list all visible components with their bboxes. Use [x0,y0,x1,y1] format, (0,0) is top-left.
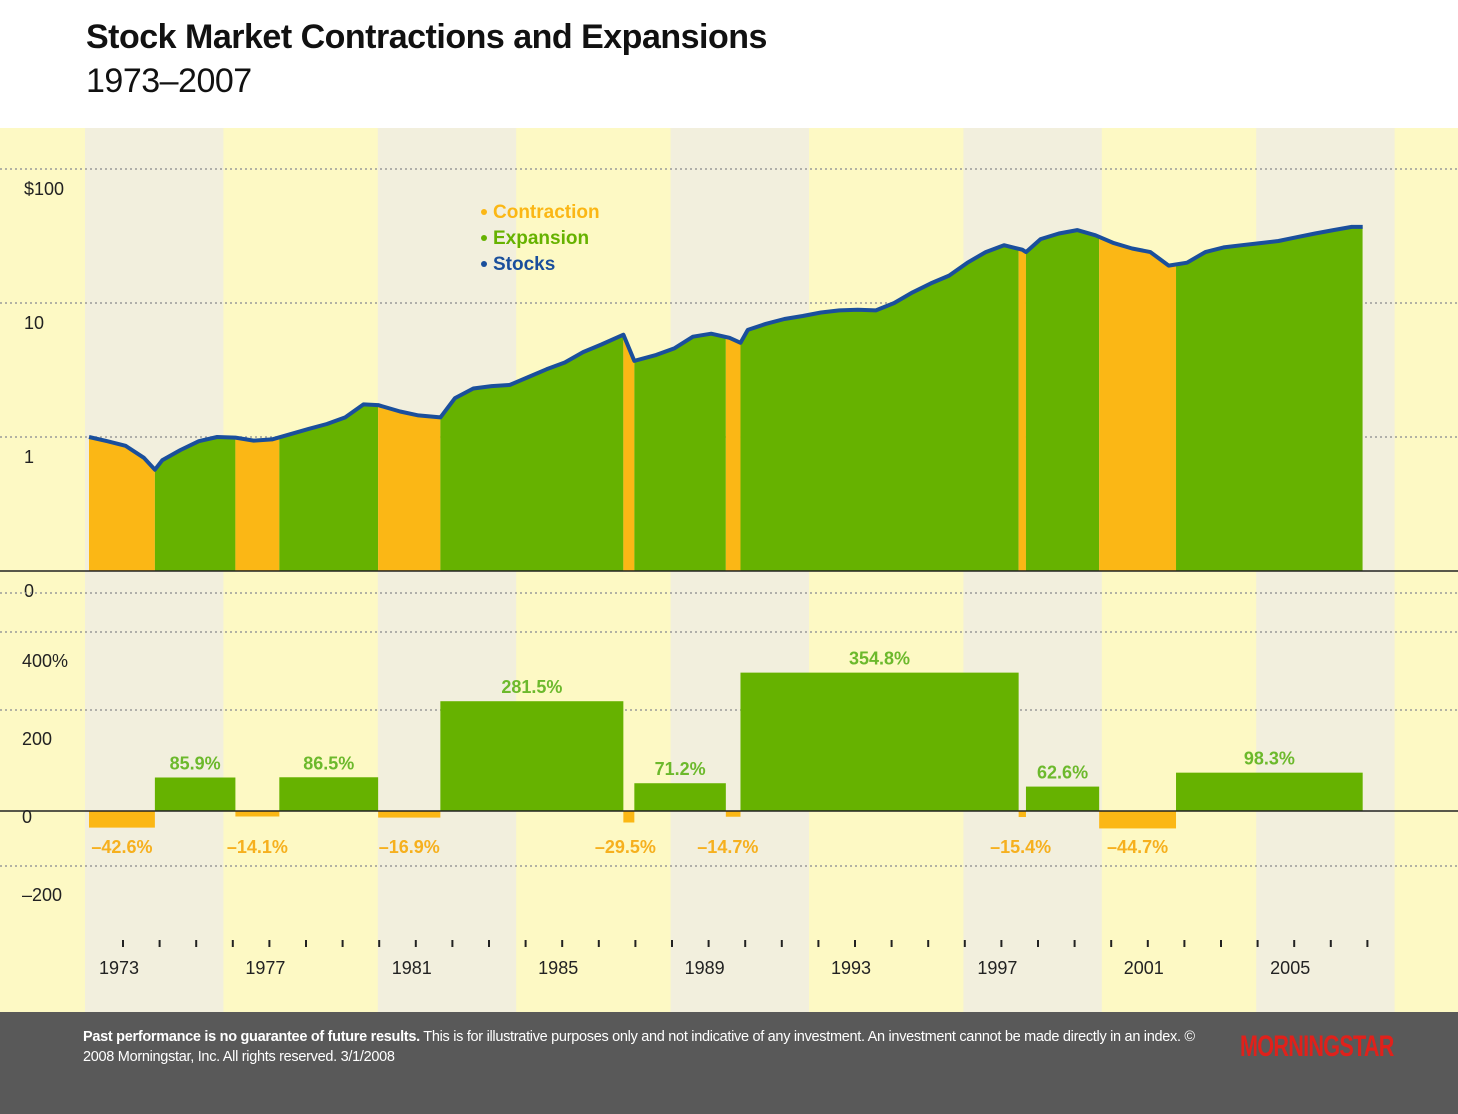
bar-data-label: –42.6% [91,837,152,857]
period-area-contraction [623,226,635,571]
bar-contraction [1018,811,1026,818]
bar-data-label: 85.9% [170,753,221,773]
bar-data-label: –16.9% [379,837,440,857]
bar-contraction [1099,811,1177,829]
bar-contraction [378,811,441,818]
period-area-expansion [1025,226,1100,571]
x-tick-label: 2001 [1124,958,1164,978]
period-area-expansion [1176,226,1363,571]
legend-marker [481,235,487,241]
period-area-contraction [1018,226,1026,571]
bottom-y-tick-label: 200 [22,729,52,749]
bar-data-label: 62.6% [1037,763,1088,783]
chart-area: $1001010ContractionExpansionStocks–42.6%… [0,128,1458,1012]
bar-expansion [279,777,379,811]
disclaimer-bold: Past performance is no guarantee of futu… [83,1029,420,1045]
bar-data-label: –14.1% [227,837,288,857]
bottom-y-tick-label: 0 [22,807,32,827]
bar-data-label: –44.7% [1107,837,1168,857]
bar-contraction [623,811,635,823]
legend-marker [481,261,487,267]
x-tick-label: 1993 [831,958,871,978]
bar-expansion [634,783,726,811]
bar-data-label: 98.3% [1244,749,1295,769]
bar-data-label: –14.7% [697,837,758,857]
bar-expansion [740,672,1019,811]
x-tick-label: 1997 [977,958,1017,978]
morningstar-logo: MORNINGSTAR [1240,1030,1394,1063]
legend-label: Stocks [493,254,555,275]
bar-expansion [1025,786,1100,811]
x-tick-label: 2005 [1270,958,1310,978]
bar-data-label: 71.2% [655,759,706,779]
period-area-contraction [1099,226,1177,571]
legend-marker [481,209,487,215]
bar-data-label: –15.4% [990,837,1051,857]
chart-title: Stock Market Contractions and Expansions [86,18,767,56]
legend-label: Contraction [493,202,600,223]
top-y-tick-label: 1 [24,447,34,467]
bar-expansion [1176,772,1363,811]
x-tick-label: 1989 [685,958,725,978]
bar-expansion [154,777,236,811]
top-y-tick-label: 0 [24,581,34,601]
bar-contraction [89,811,155,828]
top-y-tick-label: 10 [24,313,44,333]
bar-contraction [725,811,741,817]
footer: Past performance is no guarantee of futu… [0,1012,1458,1114]
x-tick-label: 1977 [245,958,285,978]
bar-data-label: 281.5% [501,677,562,697]
top-y-tick-label: $100 [24,179,64,199]
legend-label: Expansion [493,228,589,249]
x-tick-label: 1985 [538,958,578,978]
bar-expansion [440,701,624,811]
stocks-line [88,224,1363,472]
bar-data-label: 354.8% [849,649,910,669]
bar-contraction [235,811,280,817]
bar-data-label: 86.5% [303,753,354,773]
x-tick-label: 1981 [392,958,432,978]
bottom-y-tick-label: 400% [22,651,68,671]
disclaimer-text: This is for illustrative purposes only a… [83,1029,1195,1065]
bar-data-label: –29.5% [595,837,656,857]
bottom-y-tick-label: –200 [22,885,62,905]
disclaimer: Past performance is no guarantee of futu… [83,1027,1203,1067]
chart-subtitle: 1973–2007 [86,62,252,100]
x-tick-label: 1973 [99,958,139,978]
